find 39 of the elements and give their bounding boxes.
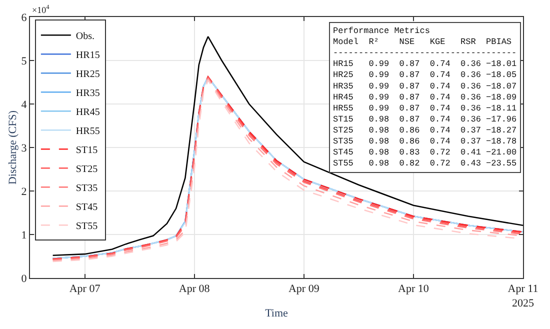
legend-label: Obs.: [76, 31, 95, 42]
annotation: ST15 0.98 0.87 0.74 0.36 −17.96: [333, 114, 517, 124]
y-axis-title: Discharge (CFS): [6, 110, 19, 185]
legend-label: HR25: [76, 69, 100, 80]
y-tick-label: 6: [21, 12, 28, 24]
text: ×10$^{4}$: [32, 4, 50, 15]
legend-label: HR45: [76, 107, 100, 118]
annotation: HR55 0.99 0.87 0.74 0.36 −18.11: [333, 103, 517, 114]
legend-label: HR55: [76, 126, 100, 138]
x-tick-label: Apr 10: [398, 283, 430, 296]
legend-label: ST15: [76, 145, 98, 156]
legend-label: ST25: [76, 164, 98, 176]
annotation: Model R² NSE KGE RSR PBIAS: [333, 37, 512, 48]
annotation: HR15 0.99 0.87 0.74 0.36 −18.01: [333, 59, 517, 70]
y-tick-label: 3: [21, 142, 28, 154]
x-tick-label: Apr 09: [288, 283, 320, 296]
x-tick-label: Apr 08: [178, 283, 210, 296]
legend-label: ST55: [76, 221, 98, 232]
annotation: ST55 0.98 0.82 0.72 0.43 −23.55: [333, 158, 517, 169]
y-tick-label: 4: [21, 98, 28, 111]
annotation: HR35 0.99 0.87 0.74 0.36 −18.07: [333, 81, 517, 92]
annotation: HR45 0.99 0.87 0.74 0.36 −18.09: [333, 92, 517, 102]
x-tick-label: Apr 07: [69, 283, 101, 296]
x-axis-title: Time: [265, 308, 288, 320]
annotation: ------------------------------------: [333, 48, 517, 58]
annotation: ST25 0.98 0.86 0.74 0.37 −18.27: [333, 125, 517, 136]
legend-label: HR15: [76, 50, 100, 62]
y-tick-label: 1: [21, 229, 27, 242]
annotation: ST45 0.98 0.83 0.72 0.41 −21.00: [333, 148, 517, 158]
legend-label: ST45: [76, 202, 98, 214]
annotation: HR25 0.99 0.87 0.74 0.36 −18.05: [333, 70, 517, 80]
y-tick-label: 5: [21, 55, 28, 68]
y-tick-label: 2: [21, 186, 27, 198]
x-tick-label: Apr 11 2025: [508, 283, 538, 310]
legend-label: HR35: [76, 88, 100, 100]
annotation: ST35 0.98 0.86 0.74 0.37 −18.78: [333, 136, 517, 146]
y-tick-label: 0: [21, 272, 28, 285]
legend-label: ST35: [76, 183, 98, 194]
annotation: Performance Metrics: [333, 26, 430, 36]
